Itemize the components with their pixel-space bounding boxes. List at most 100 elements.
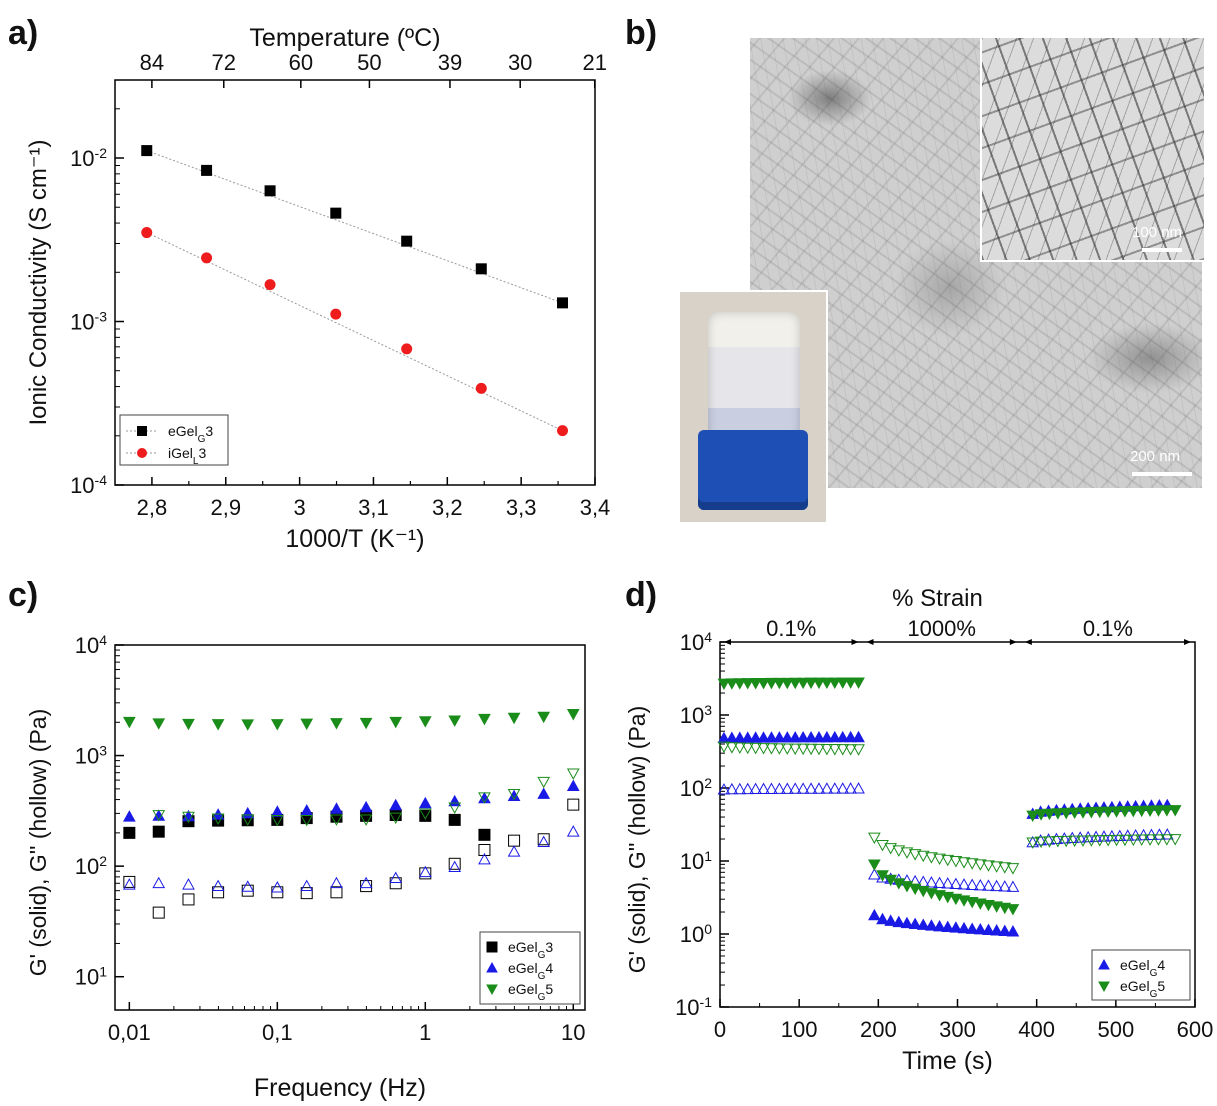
- data-point-Gpp-eGelG4: [876, 871, 889, 883]
- data-point-Gp-eGelG4: [765, 731, 778, 743]
- data-point-Gpp-eGelG4: [812, 782, 826, 794]
- data-point-Gpp-eGelG5: [733, 742, 747, 754]
- y-tick-label: 102: [680, 775, 712, 801]
- data-point-Gp-eGelG4: [949, 921, 963, 933]
- data-point-Gp-eGelG5: [1068, 807, 1081, 820]
- data-point-Gpp-eGelG5: [1168, 834, 1182, 846]
- data-point-Gp-eGelG4: [812, 730, 826, 743]
- legend-marker-iGelL3: [137, 448, 147, 458]
- data-point-Gp-eGelG5: [1118, 806, 1132, 818]
- data-point-Gp-eGelG4: [941, 920, 955, 933]
- data-point-Gpp-eGelG5: [211, 813, 225, 825]
- data-point-Gp-eGelG4: [478, 791, 491, 804]
- data-point-Gp-eGelG4: [359, 800, 373, 813]
- x-axis-title: 1000/T (K⁻¹): [285, 525, 424, 553]
- x-axis-title: Time (s): [902, 1047, 993, 1075]
- x-tick-label: 600: [1177, 1017, 1214, 1042]
- data-point-Gp-eGelG4: [998, 924, 1012, 936]
- data-point-Gpp-eGelG5: [1093, 835, 1107, 847]
- data-point-Gpp-eGelG5: [566, 768, 580, 780]
- data-point-Gpp-eGelG4: [998, 880, 1012, 892]
- data-point-Gpp-eGelG4: [1160, 828, 1174, 840]
- vial-cap: [698, 430, 808, 510]
- strain-arrow-head: [1009, 639, 1017, 645]
- top-tick-label: 39: [438, 50, 462, 75]
- data-point-Gp-eGelG4: [780, 731, 794, 743]
- data-point-Gpp-eGelG5: [418, 808, 432, 820]
- data-point-Gpp-eGelG4: [788, 782, 802, 794]
- data-point-Gpp-eGelG5: [804, 743, 818, 756]
- data-point-Gp-eGelG5: [844, 677, 857, 689]
- data-point-Gpp-eGelG5: [892, 845, 906, 857]
- x-tick-label: 500: [1097, 1017, 1134, 1042]
- data-point-Gpp-eGelG3: [448, 857, 461, 870]
- data-point-Gp-eGelG5: [812, 677, 826, 690]
- data-point-Gpp-eGelG3: [508, 834, 521, 847]
- x-tick-label: 0: [714, 1017, 726, 1042]
- data-point-Gpp-eGelG5: [788, 743, 802, 756]
- data-point-Gpp-eGelG4: [828, 782, 842, 794]
- data-point-Gp-eGelG5: [796, 677, 810, 690]
- data-point-Gp-eGelG5: [804, 677, 818, 690]
- data-point-eGelG3: [264, 185, 276, 197]
- data-point-Gpp-eGelG5: [908, 849, 922, 861]
- data-point-Gpp-eGelG4: [270, 881, 284, 893]
- data-point-Gp-eGelG4: [852, 730, 865, 743]
- data-point-Gpp-eGelG4: [1026, 835, 1040, 848]
- data-point-Gpp-eGelG4: [182, 878, 195, 890]
- data-point-Gp-eGelG5: [211, 719, 225, 731]
- data-point-Gp-eGelG5: [749, 678, 762, 690]
- data-point-Gpp-eGelG3: [123, 875, 136, 888]
- data-point-Gp-eGelG4: [757, 731, 770, 743]
- top-tick-label: 84: [140, 50, 164, 75]
- legend-box: [119, 414, 229, 466]
- top-tick-label: 30: [508, 50, 532, 75]
- panel-c-chart: 0,01 0,1 1 10 101 102 103 104 Frequency (Hz) G' (…: [25, 632, 586, 1102]
- data-point-Gpp-eGelG5: [965, 858, 979, 870]
- data-point-eGelG3: [330, 207, 342, 219]
- data-point-Gpp-eGelG5: [900, 847, 914, 859]
- data-point-Gpp-eGelG5: [749, 742, 762, 755]
- data-point-Gpp-eGelG3: [537, 833, 550, 846]
- data-point-iGelL3: [475, 382, 487, 394]
- data-point-Gpp-eGelG5: [1034, 836, 1048, 849]
- data-point-Gpp-eGelG3: [567, 798, 580, 811]
- data-point-iGelL3: [264, 279, 276, 291]
- data-point-Gp-eGelG4: [122, 810, 136, 822]
- data-point-Gpp-eGelG5: [1110, 834, 1123, 847]
- strain-label: 1000%: [907, 616, 976, 641]
- data-point-Gpp-eGelG5: [1152, 834, 1165, 846]
- data-point-Gpp-eGelG5: [812, 743, 826, 756]
- data-point-Gp-eGelG5: [725, 678, 739, 690]
- data-point-Gpp-eGelG5: [941, 854, 955, 867]
- x-tick-label: 300: [939, 1017, 976, 1042]
- data-point-Gp-eGelG5: [1110, 806, 1123, 818]
- data-point-Gp-eGelG4: [796, 730, 810, 743]
- x-tick-label: 100: [781, 1017, 818, 1042]
- data-point-Gp-eGelG4: [537, 787, 551, 799]
- data-point-Gp-eGelG4: [733, 731, 747, 743]
- data-point-Gpp-eGelG5: [933, 853, 946, 865]
- data-point-Gp-eGelG5: [773, 677, 786, 690]
- data-point-Gpp-eGelG5: [1051, 836, 1065, 848]
- data-point-Gpp-eGelG4: [537, 835, 551, 847]
- data-point-Gp-eGelG5: [733, 678, 747, 690]
- data-point-Gpp-eGelG3: [182, 893, 195, 906]
- panel-a-letter: a): [8, 14, 39, 52]
- data-point-Gpp-eGelG5: [884, 843, 898, 855]
- fit-line-eGelG3: [146, 150, 563, 304]
- data-point-Gp-eGelG5: [122, 716, 136, 729]
- data-point-Gpp-eGelG5: [1101, 835, 1115, 847]
- data-point-eGelG3: [475, 263, 487, 275]
- data-point-Gp-eGelG4: [507, 789, 521, 801]
- data-point-Gpp-eGelG4: [1081, 830, 1095, 843]
- data-point-Gpp-eGelG5: [300, 814, 314, 827]
- tem-micrograph-inset: 100 nm: [980, 38, 1204, 262]
- y-axis-title: G' (solid), G'' (hollow) (Pa): [624, 706, 650, 974]
- data-point-Gp-eGelG4: [836, 730, 850, 743]
- data-point-Gpp-eGelG5: [876, 839, 889, 852]
- data-point-Gp-eGelG4: [844, 730, 857, 743]
- strain-arrow-head: [1184, 639, 1191, 645]
- data-point-Gpp-eGelG4: [804, 782, 818, 794]
- y-tick-label: 10-1: [675, 994, 712, 1020]
